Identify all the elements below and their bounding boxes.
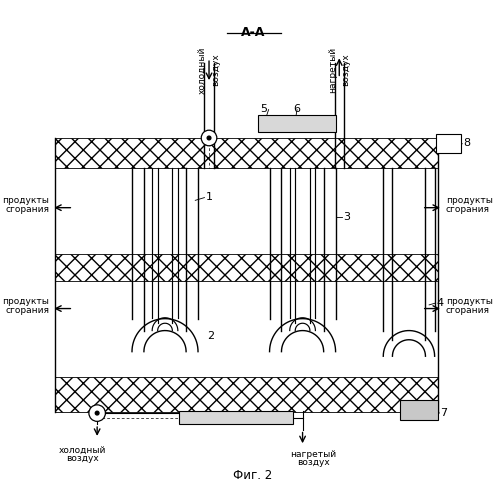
- Text: продукты: продукты: [446, 196, 493, 205]
- Circle shape: [207, 136, 211, 140]
- Text: А-А: А-А: [241, 26, 265, 39]
- Text: нагретый: нагретый: [329, 47, 337, 93]
- Circle shape: [95, 412, 99, 415]
- Bar: [400, 400, 438, 420]
- Text: холодный: холодный: [59, 446, 106, 455]
- Text: воздух: воздух: [341, 54, 350, 86]
- Text: 7: 7: [440, 408, 447, 418]
- Text: сгорания: сгорания: [5, 205, 50, 214]
- Text: воздух: воздух: [211, 54, 220, 86]
- Text: продукты: продукты: [2, 196, 50, 205]
- Text: 6: 6: [294, 104, 301, 114]
- Circle shape: [201, 130, 217, 146]
- Bar: [257, 115, 335, 132]
- Text: 8: 8: [463, 138, 470, 148]
- Text: Фиг. 2: Фиг. 2: [234, 469, 273, 482]
- Text: 2: 2: [207, 331, 214, 341]
- Text: сгорания: сгорания: [446, 306, 490, 315]
- Bar: [55, 378, 438, 412]
- Text: 5: 5: [260, 104, 267, 114]
- Bar: [55, 138, 438, 168]
- Circle shape: [89, 405, 105, 421]
- Text: 1: 1: [205, 192, 212, 202]
- Text: 4: 4: [436, 298, 444, 308]
- Text: 3: 3: [343, 212, 350, 222]
- Bar: [55, 254, 438, 281]
- Text: воздух: воздух: [297, 458, 330, 467]
- Text: продукты: продукты: [446, 296, 493, 306]
- Text: холодный: холодный: [198, 46, 207, 94]
- Text: воздух: воздух: [66, 454, 99, 464]
- Text: нагретый: нагретый: [291, 450, 336, 459]
- Bar: [179, 412, 293, 424]
- Bar: [435, 134, 461, 152]
- Text: сгорания: сгорания: [446, 205, 490, 214]
- Text: сгорания: сгорания: [5, 306, 50, 315]
- Text: продукты: продукты: [2, 296, 50, 306]
